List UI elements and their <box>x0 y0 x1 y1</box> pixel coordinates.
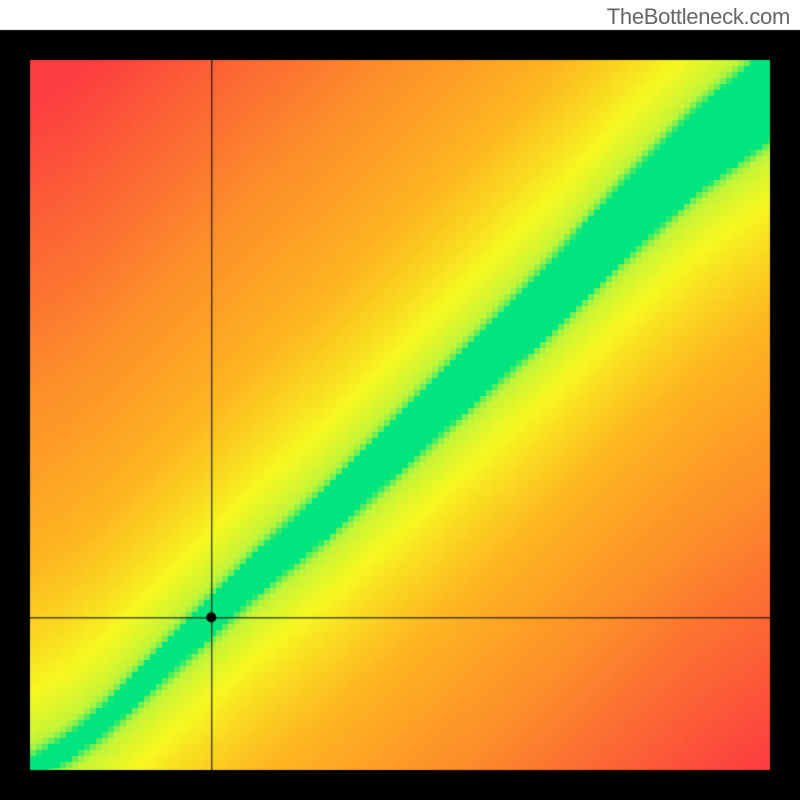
watermark-text: TheBottleneck.com <box>607 4 790 30</box>
chart-container: TheBottleneck.com <box>0 0 800 800</box>
heatmap-canvas <box>0 0 800 800</box>
